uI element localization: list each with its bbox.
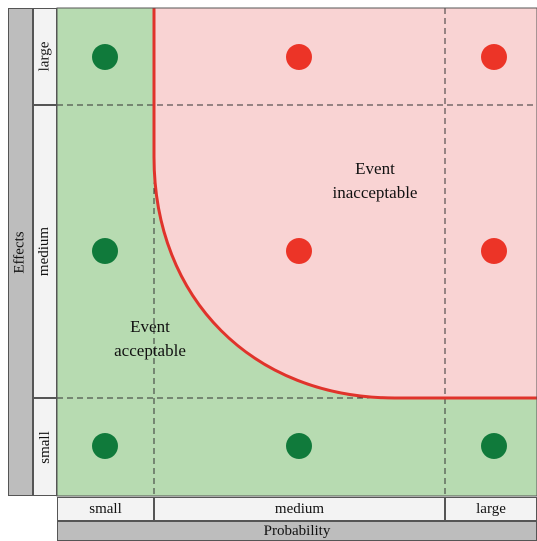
effects-level-medium: medium	[33, 105, 57, 398]
effects-axis-title: Effects	[8, 8, 33, 496]
cell-dot-small-probability-large-effects	[92, 44, 118, 70]
cell-dot-medium-probability-medium-effects	[286, 238, 312, 264]
cell-dot-large-probability-large-effects	[481, 44, 507, 70]
cell-dot-medium-probability-large-effects	[286, 44, 312, 70]
matrix-frame	[56, 7, 537, 497]
inacceptable-label-line1: Event	[355, 159, 395, 178]
inacceptable-label-line2: inacceptable	[333, 183, 418, 202]
cell-dot-medium-probability-small-effects	[286, 433, 312, 459]
effects-level-large: large	[33, 8, 57, 105]
acceptable-label-line2: acceptable	[114, 341, 186, 360]
cell-dot-large-probability-medium-effects	[481, 238, 507, 264]
cell-dot-large-probability-small-effects	[481, 433, 507, 459]
probability-level-medium-text: medium	[274, 500, 325, 517]
acceptance-boundary	[152, 8, 537, 400]
probability-axis-title-text: Probability	[263, 522, 331, 539]
probability-level-large-text: large	[476, 500, 506, 517]
probability-level-medium: medium	[154, 497, 445, 521]
cell-dot-small-probability-medium-effects	[92, 238, 118, 264]
probability-level-small-text: small	[89, 500, 122, 517]
acceptable-label-line1: Event	[130, 317, 170, 336]
probability-level-small: small	[57, 497, 154, 521]
cell-dot-small-probability-small-effects	[92, 433, 118, 459]
probability-axis-title: Probability	[57, 521, 537, 541]
probability-level-large: large	[445, 497, 537, 521]
